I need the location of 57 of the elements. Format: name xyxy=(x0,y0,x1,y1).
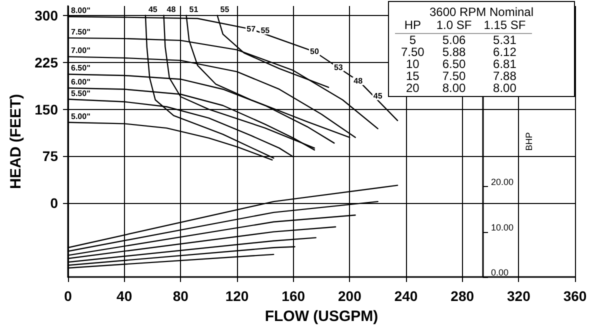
x-tick-label: 200 xyxy=(338,288,362,304)
series-label: 48 xyxy=(166,4,176,14)
y-axis-title: HEAD (FEET) xyxy=(8,94,25,189)
annotation: 1.15 SF xyxy=(478,18,532,34)
y-tick-label: 300 xyxy=(34,7,58,24)
annotation: 8.00 xyxy=(492,81,518,95)
x-tick-label: 280 xyxy=(450,288,474,304)
series-label: 6.50" xyxy=(71,64,91,73)
y-tick-label: 150 xyxy=(34,101,58,118)
series-label: 5.00" xyxy=(71,112,91,121)
annotation: 55 xyxy=(260,26,270,35)
y-tick-label: 0 xyxy=(50,195,58,212)
series-label: 51 xyxy=(189,4,199,14)
annotation: 53 xyxy=(334,62,344,72)
x-tick-label: 0 xyxy=(64,288,72,304)
series-label: 8.00" xyxy=(71,6,91,16)
annotation: 57 xyxy=(246,24,256,34)
x-tick-label: 360 xyxy=(563,288,587,304)
series-label: 45 xyxy=(148,4,158,14)
annotation: 48 xyxy=(354,76,364,86)
annotation: 6.50 xyxy=(441,57,467,71)
x-axis-title: FLOW (USGPM) xyxy=(264,308,378,325)
series-label: 7.00" xyxy=(71,46,91,56)
x-tick-label: 80 xyxy=(172,288,189,304)
y2-tick-label: 0.00 xyxy=(491,268,509,278)
x-tick-label: 240 xyxy=(394,288,418,304)
annotation: 45 xyxy=(373,92,383,101)
annotation: 5.31 xyxy=(492,33,518,47)
annotation: 5.88 xyxy=(441,45,467,59)
y2-tick-label: 20.00 xyxy=(491,177,514,188)
y-tick-label: 225 xyxy=(34,54,58,70)
annotation: 5.06 xyxy=(441,33,467,47)
annotation: 6.81 xyxy=(492,57,518,71)
annotation: 5 xyxy=(408,33,418,47)
annotation: 15 xyxy=(405,69,420,83)
annotation: 3600 RPM Nominal xyxy=(428,5,535,19)
x-tick-label: 160 xyxy=(282,288,306,304)
x-tick-label: 40 xyxy=(116,288,132,304)
y2-tick-label: 10.00 xyxy=(491,222,514,232)
y2-axis-title: BHP xyxy=(524,132,534,151)
annotation: 8.00 xyxy=(441,81,467,95)
series-label: 55 xyxy=(220,4,230,14)
annotation: 50 xyxy=(310,47,320,56)
x-tick-label: 120 xyxy=(225,288,249,304)
annotation: 20 xyxy=(405,81,420,95)
series-label: 6.00" xyxy=(71,77,91,86)
y-tick-label: 75 xyxy=(42,148,58,164)
annotation: HP xyxy=(395,18,430,34)
annotation: 10 xyxy=(405,57,420,71)
annotation: 7.88 xyxy=(492,69,518,83)
annotation: 7.50 xyxy=(441,69,467,83)
x-tick-label: 320 xyxy=(506,288,531,304)
annotation: 6.12 xyxy=(492,45,518,59)
annotation: 1.0 SF xyxy=(430,18,478,34)
annotation: 7.50 xyxy=(400,45,426,59)
series-label: 7.50" xyxy=(71,27,91,36)
series-label: 5.50" xyxy=(71,88,91,98)
